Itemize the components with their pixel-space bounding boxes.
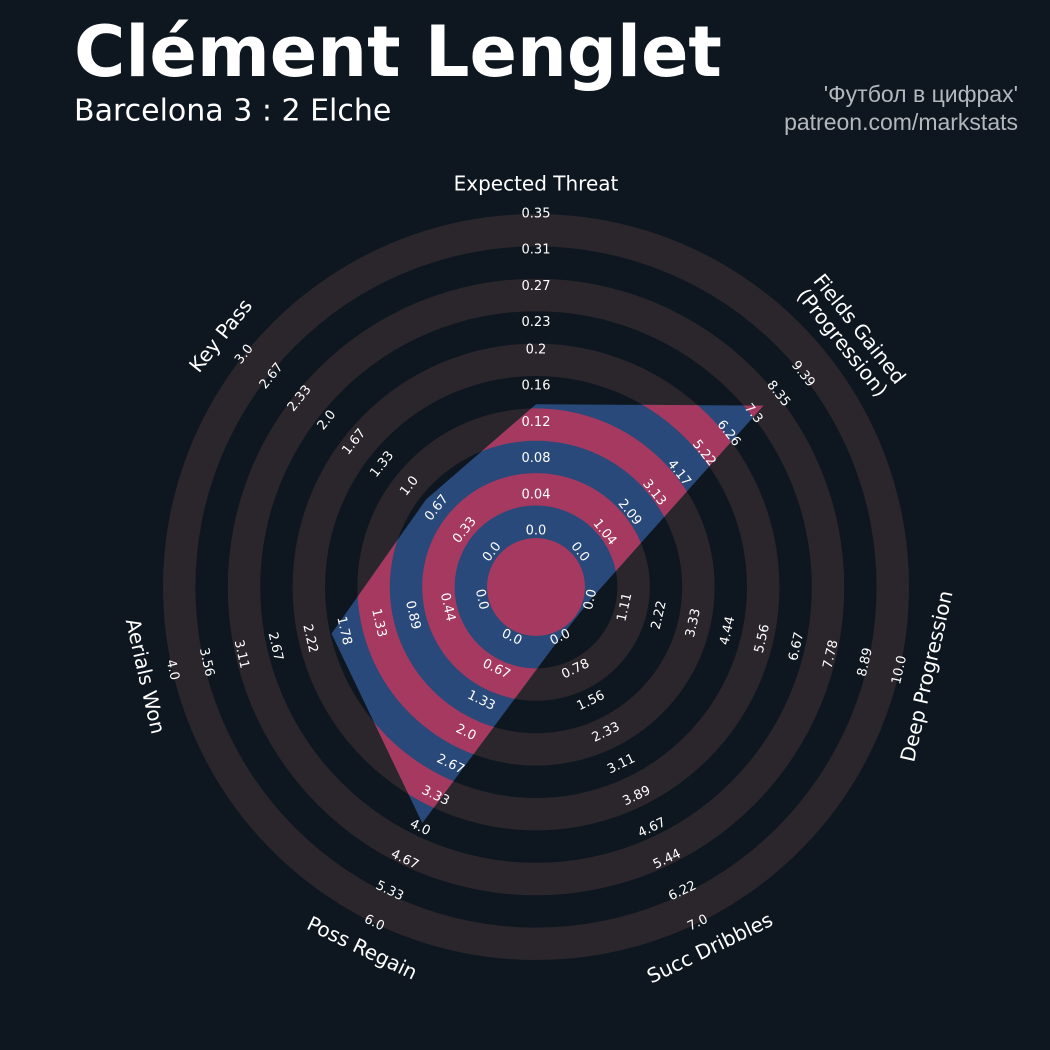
- credit: 'Футбол в цифрах': [824, 81, 1018, 107]
- credit: patreon.com/markstats: [784, 109, 1018, 135]
- tick-label: 0.27: [522, 279, 551, 294]
- tick-label: 0.35: [522, 207, 551, 222]
- tick-label: 0.12: [522, 415, 551, 430]
- param-label: Expected Threat: [454, 172, 619, 196]
- tick-label: 0.0: [581, 588, 600, 612]
- tick-label: 0.44: [437, 591, 458, 623]
- tick-label: 0.08: [522, 451, 551, 466]
- tick-label: 0.31: [522, 243, 551, 258]
- tick-label: 7.78: [821, 639, 842, 671]
- tick-label: 1.78: [333, 615, 354, 647]
- tick-label: 2.22: [649, 599, 670, 631]
- tick-label: 0.23: [522, 315, 551, 330]
- tick-label: 3.56: [196, 646, 217, 678]
- tick-label: 0.0: [472, 588, 491, 612]
- tick-label: 5.56: [752, 623, 773, 655]
- tick-label: 0.16: [522, 379, 551, 394]
- tick-label: 4.0: [163, 658, 182, 682]
- tick-label: 10.0: [889, 654, 910, 686]
- tick-label: 3.11: [231, 639, 252, 671]
- tick-label: 4.44: [717, 615, 738, 647]
- tick-label: 0.04: [522, 487, 551, 502]
- tick-label: 0.0: [526, 524, 547, 539]
- chart-subtitle: Barcelona 3 : 2 Elche: [74, 94, 391, 129]
- tick-label: 6.67: [786, 631, 807, 663]
- tick-label: 2.67: [265, 631, 286, 663]
- tick-label: 0.89: [402, 599, 423, 631]
- tick-label: 1.11: [614, 592, 635, 624]
- tick-label: 0.2: [526, 342, 547, 357]
- tick-label: 2.22: [299, 623, 320, 655]
- tick-label: 1.33: [368, 607, 389, 639]
- chart-title: Clément Lenglet: [74, 11, 722, 93]
- tick-label: 3.33: [683, 607, 704, 639]
- tick-label: 8.89: [855, 646, 876, 678]
